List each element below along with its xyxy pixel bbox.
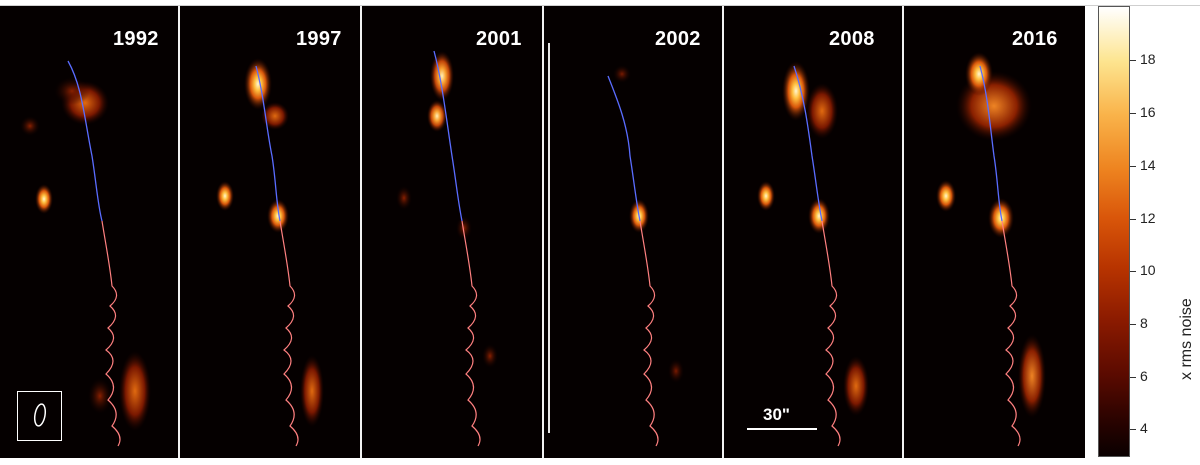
panel-divider bbox=[722, 6, 724, 458]
year-label: 2002 bbox=[655, 28, 701, 50]
colorbar-tick bbox=[1130, 219, 1136, 220]
reference-line bbox=[548, 43, 550, 433]
colorbar-tick bbox=[1130, 113, 1136, 114]
colorbar-tick-label: 6 bbox=[1140, 368, 1148, 384]
panel-2002 bbox=[544, 6, 722, 458]
colorbar-tick-label: 8 bbox=[1140, 315, 1148, 331]
panel-image-2008 bbox=[757, 61, 869, 447]
year-label: 1992 bbox=[113, 28, 159, 50]
year-label: 1997 bbox=[296, 28, 342, 50]
panel-image-1997 bbox=[216, 58, 324, 447]
panel-image-2016 bbox=[936, 52, 1046, 447]
panel-2001 bbox=[362, 6, 542, 458]
panel-image-1992 bbox=[20, 60, 151, 447]
panel-divider bbox=[902, 6, 904, 458]
scale-bar bbox=[747, 428, 817, 430]
colorbar-tick bbox=[1130, 377, 1136, 378]
beam-box bbox=[17, 391, 62, 441]
beam-ellipse-icon bbox=[33, 403, 47, 427]
panel-divider bbox=[542, 6, 544, 458]
panel-image-2001 bbox=[396, 50, 498, 447]
colorbar-tick-label: 12 bbox=[1140, 210, 1156, 226]
colorbar bbox=[1098, 6, 1130, 457]
colorbar-tick bbox=[1130, 166, 1136, 167]
colorbar-tick-label: 10 bbox=[1140, 262, 1156, 278]
top-rule bbox=[0, 5, 1200, 6]
panel-2008 bbox=[724, 6, 902, 458]
colorbar-tick bbox=[1130, 60, 1136, 61]
panel-divider bbox=[178, 6, 180, 458]
scale-label: 30" bbox=[763, 405, 790, 424]
panel-1992 bbox=[0, 6, 178, 458]
year-label: 2016 bbox=[1012, 28, 1058, 50]
panel-image-2002 bbox=[607, 65, 684, 447]
panel-1997 bbox=[180, 6, 360, 458]
colorbar-tick bbox=[1130, 271, 1136, 272]
colorbar-tick bbox=[1130, 324, 1136, 325]
image-strip bbox=[0, 6, 1085, 458]
colorbar-tick-label: 14 bbox=[1140, 157, 1156, 173]
colorbar-tick-label: 4 bbox=[1140, 420, 1148, 436]
colorbar-tick bbox=[1130, 429, 1136, 430]
colorbar-tick-label: 16 bbox=[1140, 104, 1156, 120]
panel-divider bbox=[360, 6, 362, 458]
year-label: 2001 bbox=[476, 28, 522, 50]
colorbar-title: x rms noise bbox=[1178, 298, 1195, 380]
year-label: 2008 bbox=[829, 28, 875, 50]
panel-2016 bbox=[904, 6, 1085, 458]
colorbar-tick-label: 18 bbox=[1140, 51, 1156, 67]
